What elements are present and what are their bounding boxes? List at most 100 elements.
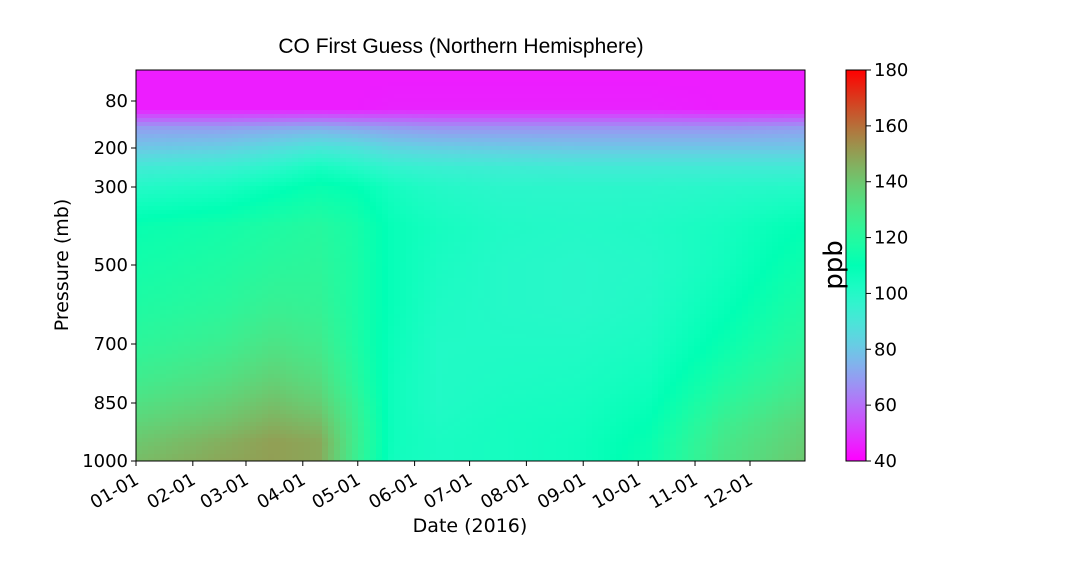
heatmap-cell xyxy=(400,122,407,127)
heatmap-cell xyxy=(262,78,269,83)
heatmap-cell xyxy=(136,134,143,139)
heatmap-cell xyxy=(388,410,395,415)
heatmap-cell xyxy=(412,238,419,243)
heatmap-cell xyxy=(184,374,191,379)
heatmap-cell xyxy=(178,458,185,461)
heatmap-cell xyxy=(322,418,329,423)
heatmap-cell xyxy=(388,430,395,435)
heatmap-cell xyxy=(160,226,167,231)
heatmap-cell xyxy=(148,226,155,231)
heatmap-cell xyxy=(142,254,149,259)
heatmap-cell xyxy=(196,266,203,271)
heatmap-cell xyxy=(412,150,419,155)
heatmap-cell xyxy=(316,146,323,151)
heatmap-cell xyxy=(376,246,383,251)
heatmap-cell xyxy=(274,170,281,175)
heatmap-cell xyxy=(406,430,413,435)
heatmap-cell xyxy=(328,262,335,267)
heatmap-cell xyxy=(172,350,179,355)
heatmap-cell xyxy=(388,82,395,87)
heatmap-cell xyxy=(430,318,437,323)
heatmap-cell xyxy=(406,278,413,283)
heatmap-cell xyxy=(292,138,299,143)
heatmap-cell xyxy=(388,182,395,187)
heatmap-cell xyxy=(412,194,419,199)
heatmap-cell xyxy=(412,94,419,99)
heatmap-cell xyxy=(394,186,401,191)
heatmap-cell xyxy=(388,102,395,107)
heatmap-cell xyxy=(142,438,149,443)
heatmap-cell xyxy=(208,210,215,215)
heatmap-cell xyxy=(412,322,419,327)
heatmap-cell xyxy=(196,74,203,79)
heatmap-cell xyxy=(340,174,347,179)
heatmap-cell xyxy=(244,358,251,363)
heatmap-cell xyxy=(388,262,395,267)
heatmap-cell xyxy=(334,78,341,83)
heatmap-cell xyxy=(166,182,173,187)
heatmap-cell xyxy=(310,446,317,451)
heatmap-cell xyxy=(352,294,359,299)
heatmap-cell xyxy=(430,122,437,127)
heatmap-cell xyxy=(334,402,341,407)
heatmap-cell xyxy=(322,174,329,179)
heatmap-cell xyxy=(412,74,419,79)
heatmap-cell xyxy=(430,398,437,403)
heatmap-cell xyxy=(244,278,251,283)
heatmap-cell xyxy=(346,182,353,187)
heatmap-cell xyxy=(280,190,287,195)
heatmap-cell xyxy=(328,394,335,399)
heatmap-cell xyxy=(160,302,167,307)
heatmap-cell xyxy=(202,274,209,279)
heatmap-cell xyxy=(250,434,257,439)
heatmap-cell xyxy=(220,222,227,227)
heatmap-cell xyxy=(328,346,335,351)
heatmap-cell xyxy=(382,374,389,379)
heatmap-cell xyxy=(214,346,221,351)
heatmap-cell xyxy=(334,430,341,435)
heatmap-cell xyxy=(394,350,401,355)
heatmap-cell xyxy=(184,254,191,259)
heatmap-cell xyxy=(370,150,377,155)
heatmap-cell xyxy=(346,458,353,461)
heatmap-cell xyxy=(148,326,155,331)
heatmap-cell xyxy=(358,350,365,355)
heatmap-cell xyxy=(208,254,215,259)
heatmap-cell xyxy=(400,206,407,211)
heatmap-cell xyxy=(394,82,401,87)
heatmap-cell xyxy=(376,242,383,247)
heatmap-cell xyxy=(160,106,167,111)
heatmap-cell xyxy=(256,102,263,107)
heatmap-cell xyxy=(292,370,299,375)
heatmap-cell xyxy=(208,426,215,431)
heatmap-cell xyxy=(310,266,317,271)
heatmap-cell xyxy=(274,442,281,447)
heatmap-cell xyxy=(424,254,431,259)
heatmap-cell xyxy=(256,402,263,407)
heatmap-cell xyxy=(172,234,179,239)
chart-title: CO First Guess (Northern Hemisphere) xyxy=(278,35,643,58)
heatmap-cell xyxy=(256,378,263,383)
heatmap-cell xyxy=(166,226,173,231)
heatmap-cell xyxy=(430,390,437,395)
heatmap-cell xyxy=(418,234,425,239)
heatmap-cell xyxy=(430,142,437,147)
heatmap-cell xyxy=(406,218,413,223)
heatmap-cell xyxy=(388,454,395,459)
heatmap-cell xyxy=(364,338,371,343)
heatmap-cell xyxy=(268,270,275,275)
heatmap-cell xyxy=(352,158,359,163)
heatmap-cell xyxy=(232,118,239,123)
heatmap-cell xyxy=(232,270,239,275)
heatmap-cell xyxy=(172,266,179,271)
heatmap-cell xyxy=(292,346,299,351)
heatmap-cell xyxy=(340,98,347,103)
heatmap-cell xyxy=(328,334,335,339)
heatmap-cell xyxy=(262,82,269,87)
heatmap-cell xyxy=(346,250,353,255)
heatmap-cell xyxy=(418,166,425,171)
heatmap-cell xyxy=(304,326,311,331)
heatmap-cell xyxy=(274,198,281,203)
heatmap-cell xyxy=(412,178,419,183)
heatmap-cell xyxy=(418,78,425,83)
